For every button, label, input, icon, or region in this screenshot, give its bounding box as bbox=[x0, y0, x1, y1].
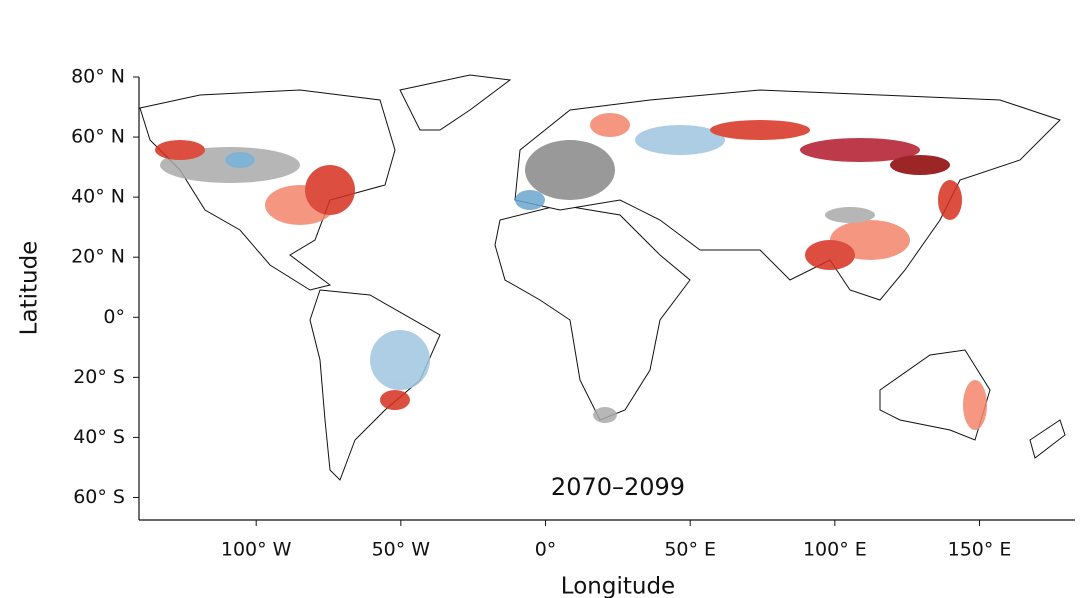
x-tick-label: 150° E bbox=[948, 539, 1012, 561]
x-tick-label: 100° E bbox=[803, 539, 867, 561]
climate-overlay bbox=[155, 113, 987, 430]
x-tick-label: 0° bbox=[535, 539, 557, 561]
y-tick-label: 40° N bbox=[71, 186, 125, 208]
period-annotation: 2070–2099 bbox=[551, 473, 685, 501]
x-tick-label: 100° W bbox=[221, 539, 292, 561]
x-tick-label: 50° W bbox=[372, 539, 431, 561]
y-tick-label: 20° S bbox=[73, 366, 125, 388]
y-tick-label: 40° S bbox=[73, 426, 125, 448]
y-tick-label: 80° N bbox=[71, 66, 125, 88]
x-tick-label: 50° E bbox=[664, 539, 716, 561]
y-tick-label: 20° N bbox=[71, 246, 125, 268]
y-tick-label: 60° S bbox=[73, 486, 125, 508]
y-axis-title: Latitude bbox=[17, 241, 43, 336]
y-tick-label: 0° bbox=[103, 306, 125, 328]
x-axis-title: Longitude bbox=[561, 574, 675, 598]
y-tick-label: 60° N bbox=[71, 126, 125, 148]
